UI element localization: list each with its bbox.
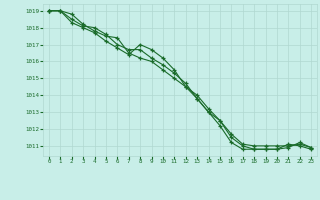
Text: Graphe pression niveau de la mer (hPa): Graphe pression niveau de la mer (hPa): [72, 182, 248, 192]
